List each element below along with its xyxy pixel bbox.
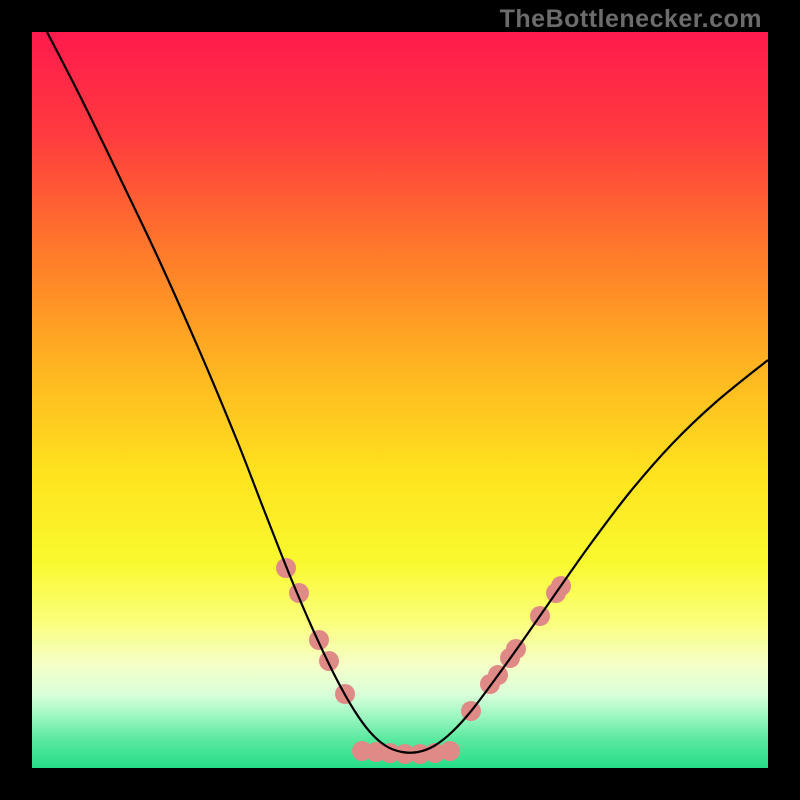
frame-left (0, 0, 32, 800)
chart-stage: TheBottlenecker.com (0, 0, 800, 800)
watermark-text: TheBottlenecker.com (500, 5, 762, 34)
gradient-plot-area (32, 32, 768, 768)
frame-right (768, 0, 800, 800)
frame-bottom (0, 768, 800, 800)
